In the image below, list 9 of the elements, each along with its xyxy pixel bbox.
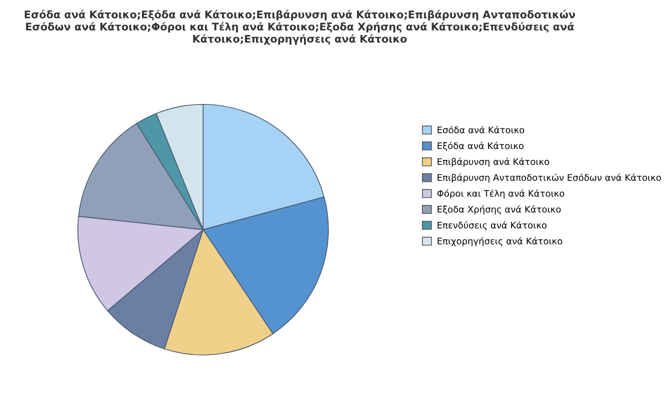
legend-label: Εξοδα Χρήσης ανά Κάτοικο [438,205,561,214]
legend-label: Επιβάρυνση Ανταποδοτικών Εσόδων ανά Κάτοικο [438,174,661,183]
chart-title: Εσόδα ανά Κάτοικο;Εξόδα ανά Κάτοικο;Επιβάρυνση ανά Κάτοικο;Επιβάρυνση Ανταποδοτικών Εσόδων ανά Κάτοικο;Φόροι και Τέλη ανά Κάτοικο;Εξοδα Χρήσης ανά Κάτοικο;Επενδύσεις ανά Κάτοικο;Επιχορηγήσεις ανά Κάτοικο [24,10,576,45]
legend-label: Εσόδα ανά Κάτοικο [438,126,524,134]
legend-label: Φόροι και Τέλη ανά Κάτοικο [437,189,564,199]
legend-label: Επενδύσεις ανά Κάτοικο [438,221,547,230]
legend-label: Επιχορηγήσεις ανά Κάτοικο [438,237,562,246]
legend-label: Επιβάρυνση ανά Κάτοικο [438,158,550,167]
legend-label: Εξόδα ανά Κάτοικο [438,142,524,151]
